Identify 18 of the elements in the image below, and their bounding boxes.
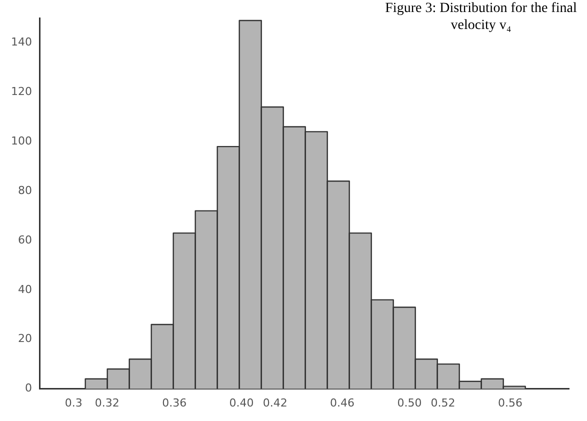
x-tick-label: 0.52	[430, 396, 456, 410]
x-tick-label: 0.36	[162, 396, 187, 410]
x-tick-label: 0.56	[498, 396, 522, 410]
x-tick-label: 0.42	[262, 396, 288, 410]
x-tick-label: 0.40	[229, 396, 254, 410]
y-tick-label: 0	[24, 382, 32, 395]
y-tick-label: 40	[18, 282, 32, 296]
x-tick-label: 0.3	[64, 396, 82, 410]
y-tick-label: 60	[18, 233, 32, 246]
chart-title: Figure 3: Distribution for the final velocity v₄	[384, 0, 578, 34]
y-tick-label: 80	[18, 184, 32, 197]
x-tick-label: 0.50	[397, 396, 422, 410]
y-tick-label: 20	[18, 332, 32, 346]
x-tick-label: 0.32	[94, 396, 120, 410]
x-tick-label: 0.46	[330, 396, 355, 410]
y-tick-label: 100	[10, 134, 32, 148]
y-tick-label: 140	[10, 36, 32, 49]
y-tick-label: 120	[10, 85, 32, 98]
